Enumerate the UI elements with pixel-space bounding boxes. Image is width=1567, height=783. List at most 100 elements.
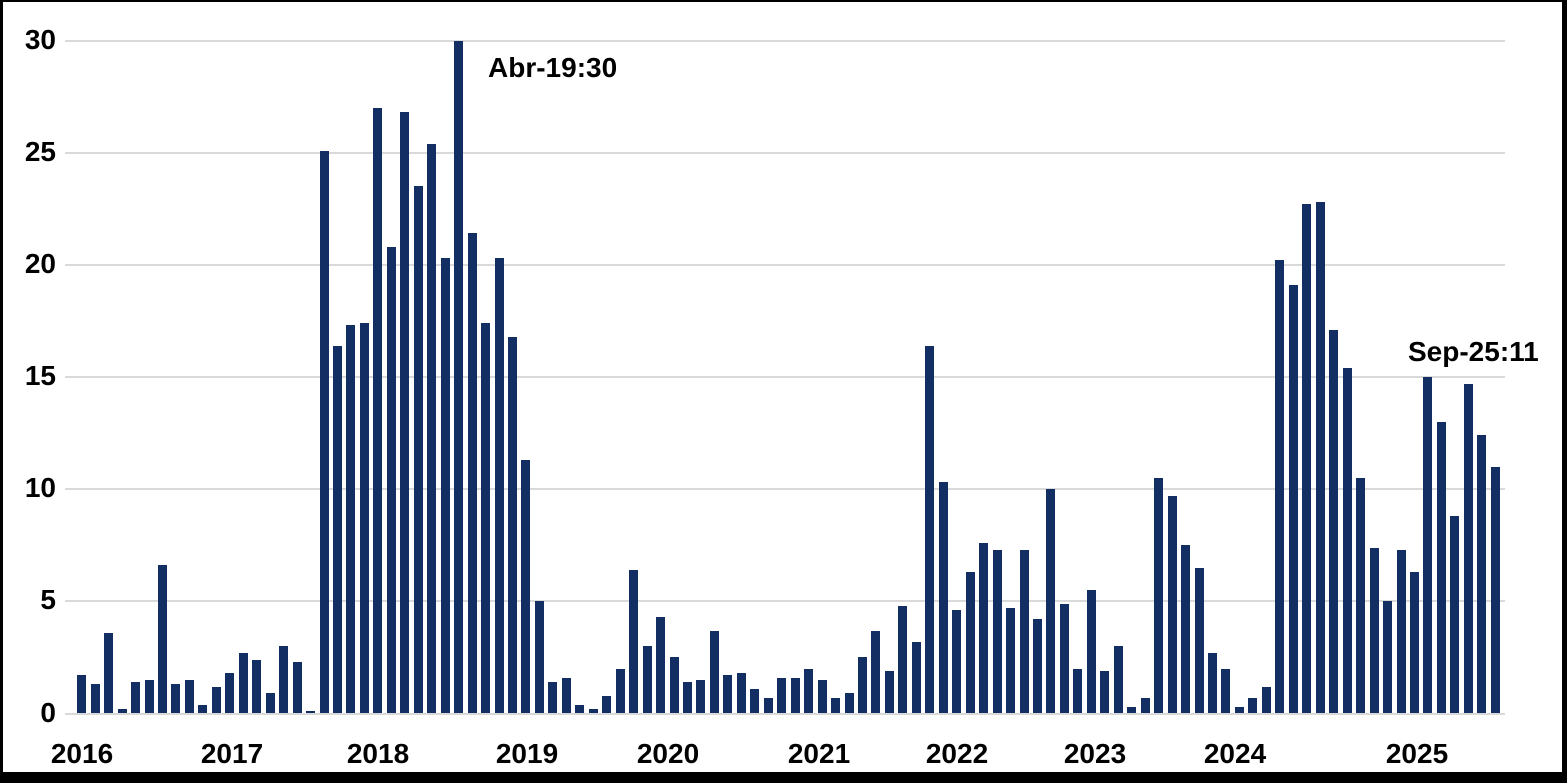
- bar: [1140, 697, 1150, 714]
- bar: [1356, 477, 1366, 714]
- bar: [804, 668, 814, 714]
- bar: [1100, 670, 1110, 714]
- bar: [184, 679, 194, 714]
- bar: [992, 549, 1002, 714]
- bar: [306, 711, 316, 714]
- bar: [373, 107, 383, 714]
- bar: [157, 565, 167, 714]
- x-axis-tick-label: 2023: [1063, 738, 1127, 769]
- y-axis-tick-label: 0: [40, 696, 56, 728]
- bar: [1113, 646, 1123, 714]
- bar: [1248, 697, 1258, 714]
- x-axis-tick-label: 2021: [787, 738, 851, 769]
- bar: [104, 632, 114, 714]
- gridline-y-10: [65, 488, 1505, 491]
- bar: [817, 679, 827, 714]
- x-axis-tick-label: 2017: [200, 738, 264, 769]
- bar: [1086, 590, 1096, 714]
- bar: [144, 679, 154, 714]
- bar: [884, 670, 894, 714]
- gridline-y-0: [65, 712, 1505, 715]
- bar: [588, 709, 598, 714]
- y-axis-tick-label: 25: [24, 135, 56, 167]
- bar: [1436, 421, 1446, 714]
- bar: [561, 677, 571, 714]
- bar: [413, 186, 423, 714]
- y-axis-tick-label: 10: [24, 472, 56, 504]
- bar: [346, 325, 356, 714]
- y-axis-tick-label: 5: [40, 584, 56, 616]
- bar: [1154, 477, 1164, 714]
- bar: [332, 345, 342, 714]
- bar: [454, 40, 464, 714]
- bar: [548, 682, 558, 714]
- bar: [1409, 572, 1419, 714]
- bar: [359, 323, 369, 714]
- chart-border-bottom: [0, 772, 1567, 783]
- bar: [1261, 686, 1271, 714]
- data-label-annotation: Sep-25:11: [1408, 336, 1539, 367]
- bar: [763, 697, 773, 714]
- bar: [1275, 260, 1285, 714]
- bar: [1302, 204, 1312, 714]
- gridline-y-30: [65, 39, 1505, 42]
- bar: [1194, 567, 1204, 714]
- bar: [534, 601, 544, 714]
- bar: [427, 143, 437, 714]
- bar: [952, 610, 962, 714]
- chart-border-left: [0, 0, 3, 783]
- bar: [131, 682, 141, 714]
- bar: [494, 258, 504, 714]
- x-axis-tick-label: 2024: [1203, 738, 1267, 769]
- bar: [790, 677, 800, 714]
- bar: [252, 659, 262, 714]
- gridline-y-15: [65, 376, 1505, 379]
- bar: [481, 323, 491, 714]
- chart-border-right: [1562, 0, 1567, 783]
- gridline-y-20: [65, 263, 1505, 266]
- bar: [265, 693, 275, 714]
- bar: [831, 697, 841, 714]
- bar: [777, 677, 787, 714]
- bar: [709, 630, 719, 714]
- bar: [521, 460, 531, 714]
- y-axis-tick-label: 15: [24, 360, 56, 392]
- bar: [938, 482, 948, 714]
- bar: [1369, 547, 1379, 714]
- bar: [696, 679, 706, 714]
- y-axis-tick-label: 30: [24, 23, 56, 55]
- bar: [1046, 489, 1056, 714]
- bar: [1208, 652, 1218, 714]
- bar: [723, 675, 733, 714]
- bar: [1450, 516, 1460, 714]
- x-axis-tick-label: 2018: [346, 738, 410, 769]
- bar: [629, 569, 639, 714]
- bar: [1423, 377, 1433, 714]
- bar: [238, 652, 248, 714]
- bar: [171, 684, 181, 714]
- bar: [615, 668, 625, 714]
- bar: [77, 675, 87, 714]
- bar: [279, 646, 289, 714]
- bar: [1033, 619, 1043, 714]
- bar: [1006, 608, 1016, 714]
- bar: [669, 657, 679, 714]
- x-axis-tick-label: 2019: [495, 738, 559, 769]
- bar: [642, 646, 652, 714]
- bar: [858, 657, 867, 714]
- bar: [1490, 466, 1500, 714]
- bar: [1383, 601, 1393, 714]
- bar: [1221, 668, 1231, 714]
- bar: [467, 233, 477, 714]
- bar: [602, 695, 612, 714]
- bar: [1059, 603, 1069, 714]
- bar: [211, 686, 221, 714]
- bar: [400, 112, 410, 714]
- bar: [90, 684, 100, 714]
- bar: [911, 641, 921, 714]
- bar: [575, 704, 585, 714]
- bar: [1477, 435, 1487, 714]
- bar: [1181, 545, 1191, 714]
- bar: [319, 150, 329, 714]
